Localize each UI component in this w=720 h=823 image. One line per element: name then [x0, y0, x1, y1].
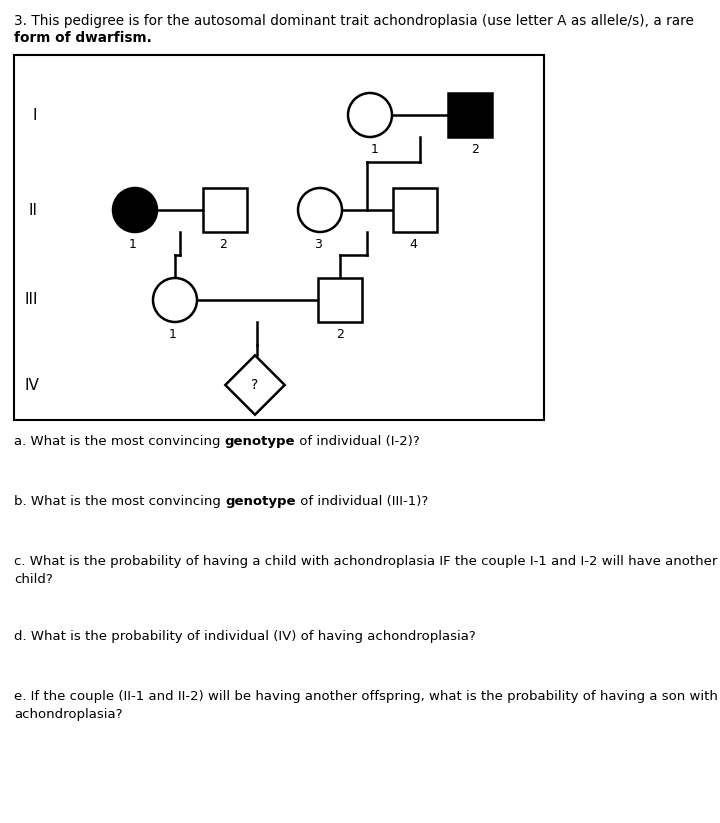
Bar [203, 188, 247, 232]
Text: genotype: genotype [225, 435, 295, 448]
Text: c. What is the probability of having a child with achondroplasia IF the couple I: c. What is the probability of having a c… [14, 555, 717, 586]
Bar [393, 188, 437, 232]
Bar [14, 55, 544, 420]
Text: 1: 1 [371, 143, 379, 156]
Circle shape [113, 188, 157, 232]
Text: a. What is the most convincing: a. What is the most convincing [14, 435, 225, 448]
Text: IV: IV [24, 378, 39, 393]
Circle shape [348, 93, 392, 137]
Text: 3: 3 [314, 238, 322, 251]
Bar [318, 278, 362, 322]
Text: 1: 1 [129, 238, 137, 251]
Circle shape [153, 278, 197, 322]
Text: genotype: genotype [225, 495, 296, 508]
Text: of individual (I-2)?: of individual (I-2)? [295, 435, 420, 448]
Text: form of dwarfism.: form of dwarfism. [14, 31, 152, 45]
Text: e. If the couple (II-1 and II-2) will be having another offspring, what is the p: e. If the couple (II-1 and II-2) will be… [14, 690, 718, 721]
Text: 2: 2 [336, 328, 344, 341]
Text: II: II [28, 202, 37, 217]
Text: 3. This pedigree is for the autosomal dominant trait achondroplasia (use letter : 3. This pedigree is for the autosomal do… [14, 14, 694, 28]
Text: ?: ? [251, 378, 258, 392]
Text: 2: 2 [471, 143, 479, 156]
Text: 1: 1 [169, 328, 177, 341]
Text: 4: 4 [409, 238, 417, 251]
Text: b. What is the most convincing: b. What is the most convincing [14, 495, 225, 508]
Text: III: III [24, 292, 37, 308]
Text: d. What is the probability of individual (IV) of having achondroplasia?: d. What is the probability of individual… [14, 630, 476, 643]
Polygon shape [225, 356, 284, 415]
Bar [448, 93, 492, 137]
Text: 2: 2 [219, 238, 227, 251]
Text: I: I [32, 108, 37, 123]
Text: of individual (III-1)?: of individual (III-1)? [296, 495, 428, 508]
Circle shape [298, 188, 342, 232]
